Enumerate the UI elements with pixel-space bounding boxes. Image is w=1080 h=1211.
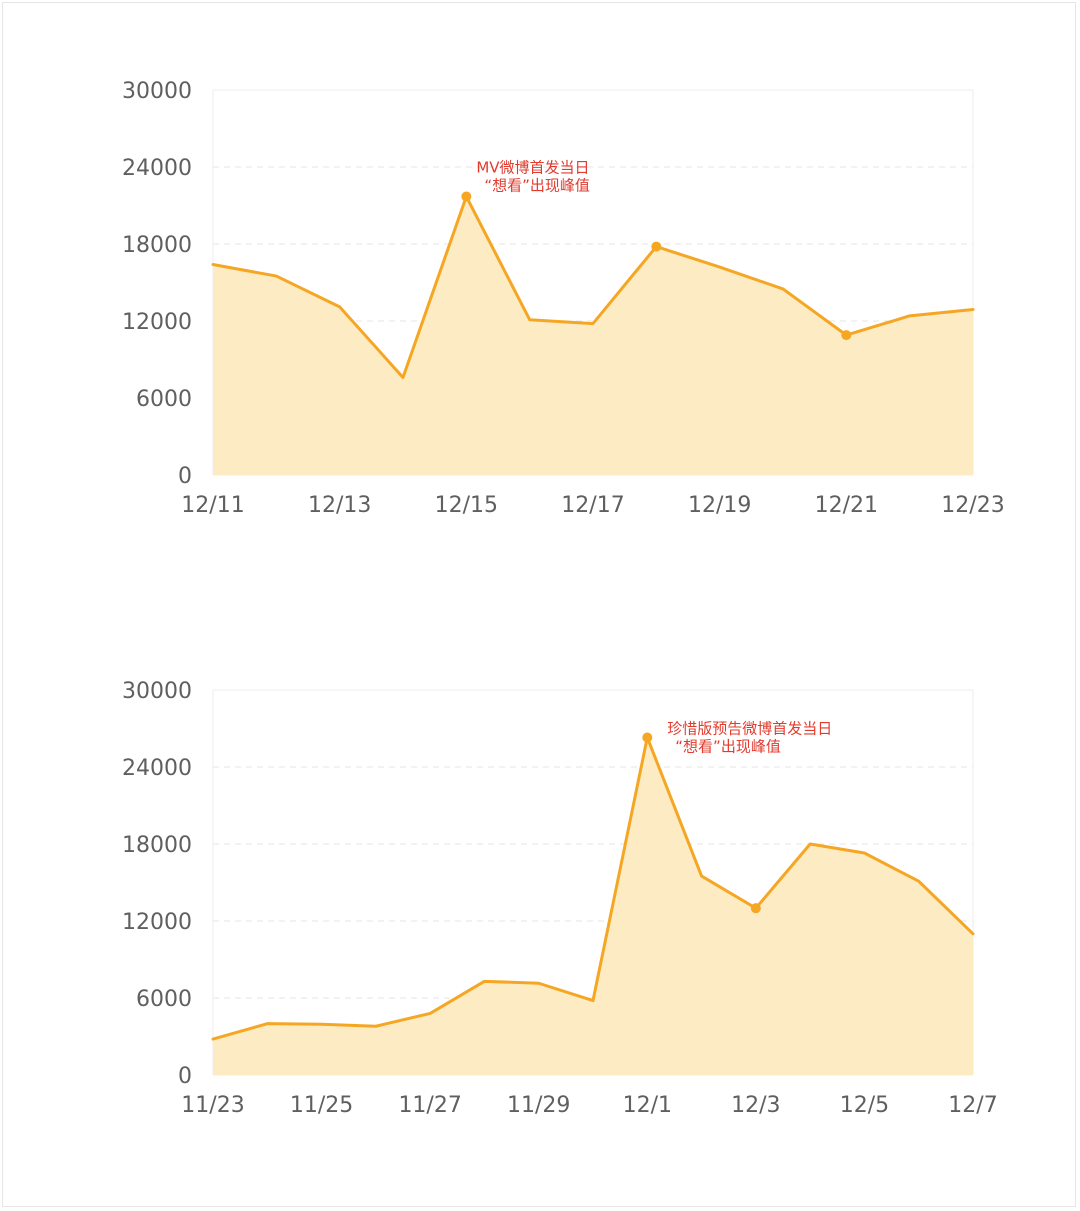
x-tick-label: 11/25: [290, 1093, 353, 1118]
data-point: [320, 1022, 324, 1026]
data-point: [908, 314, 912, 318]
data-point: [265, 1022, 269, 1026]
series-line: [211, 735, 975, 1041]
data-point: [917, 879, 921, 883]
data-point: [428, 1011, 432, 1015]
chart-mv-want-to-see: 0 6000 12000 18000 24000 30000 12/11 12/13 12/15…: [122, 79, 1005, 518]
x-tick-label: 12/19: [688, 493, 751, 518]
x-tick-label: 12/7: [948, 1093, 997, 1118]
data-point: [808, 842, 812, 846]
x-tick-label: 11/23: [181, 1093, 244, 1118]
y-tick-label: 18000: [122, 833, 192, 858]
data-point: [862, 851, 866, 855]
x-tick-label: 11/27: [398, 1093, 461, 1118]
data-point: [971, 307, 975, 311]
data-point: [700, 874, 704, 878]
y-tick-label: 6000: [136, 387, 192, 412]
y-tick-label: 6000: [136, 987, 192, 1012]
y-tick-label: 30000: [122, 79, 192, 104]
x-tick-label: 11/29: [507, 1093, 570, 1118]
x-tick-label: 12/1: [623, 1093, 672, 1118]
data-point: [528, 318, 532, 322]
y-tick-label: 0: [178, 1064, 192, 1089]
data-point: [482, 979, 486, 983]
data-point: [781, 287, 785, 291]
annotation-label: MV微博首发当日: [476, 159, 589, 177]
x-tick-label: 12/3: [731, 1093, 780, 1118]
series-area: [213, 737, 973, 1075]
annotation-label: 珍惜版预告微博首发当日: [667, 719, 832, 737]
data-point: [401, 375, 405, 379]
data-point: [374, 1024, 378, 1028]
annotation-label: “想看”出现峰值: [484, 177, 590, 195]
data-point: [591, 999, 595, 1003]
y-tick-label: 12000: [122, 910, 192, 935]
y-tick-label: 24000: [122, 156, 192, 181]
series-area: [213, 196, 973, 475]
data-point: [971, 932, 975, 936]
data-point: [718, 265, 722, 269]
highlight-marker: [841, 330, 852, 341]
data-point: [591, 322, 595, 326]
x-tick-label: 12/15: [435, 493, 498, 518]
y-tick-label: 12000: [122, 310, 192, 335]
annotation-label: “想看”出现峰值: [675, 737, 781, 755]
highlight-marker: [750, 903, 761, 914]
data-point: [338, 305, 342, 309]
y-tick-label: 18000: [122, 233, 192, 258]
x-tick-label: 12/23: [941, 493, 1004, 518]
x-tick-label: 12/17: [561, 493, 624, 518]
highlight-marker: [461, 191, 472, 202]
data-point: [537, 981, 541, 985]
y-tick-label: 0: [178, 464, 192, 489]
chart-trailer-want-to-see: 0 6000 12000 18000 24000 30000 11/23 11/25 11/27…: [122, 679, 998, 1118]
x-tick-label: 12/11: [181, 493, 244, 518]
data-point: [274, 274, 278, 278]
highlight-marker: [651, 241, 662, 252]
data-point: [211, 1037, 215, 1041]
y-tick-label: 24000: [122, 756, 192, 781]
y-tick-label: 30000: [122, 679, 192, 704]
highlight-marker: [642, 732, 653, 743]
data-point: [211, 263, 215, 267]
x-tick-label: 12/5: [840, 1093, 889, 1118]
x-tick-label: 12/13: [308, 493, 371, 518]
x-tick-label: 12/21: [815, 493, 878, 518]
